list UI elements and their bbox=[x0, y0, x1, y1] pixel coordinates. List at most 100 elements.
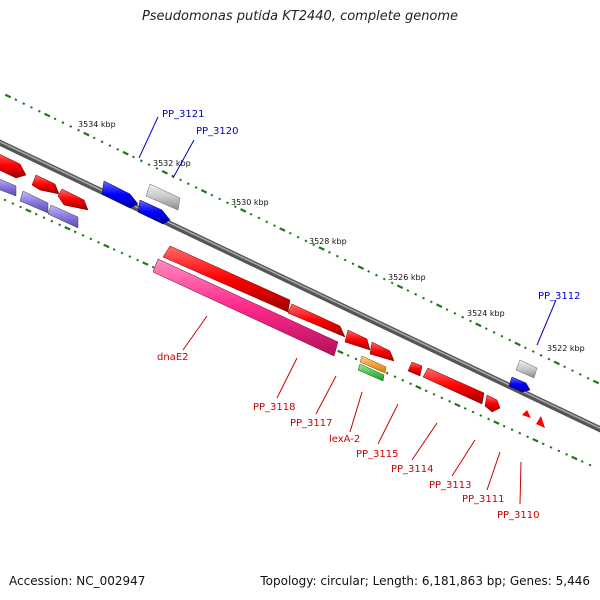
gene-feature[interactable] bbox=[137, 199, 171, 225]
gene-feature[interactable] bbox=[47, 204, 79, 229]
ruler-tick bbox=[375, 273, 378, 277]
ruler-tick bbox=[492, 331, 496, 334]
gene-label-pp3113: PP_3113 bbox=[429, 480, 472, 491]
ruler-tick bbox=[34, 212, 38, 216]
ruler-tick bbox=[549, 445, 553, 449]
ruler-tick bbox=[390, 281, 394, 285]
ruler-tick bbox=[493, 420, 500, 425]
ruler-tick bbox=[539, 353, 543, 357]
ruler-tick bbox=[453, 311, 457, 315]
ruler-label: 3532 kbp bbox=[153, 159, 191, 168]
gene-pp3114[interactable] bbox=[407, 361, 423, 377]
ruler-tick bbox=[541, 442, 545, 446]
ruler-tick bbox=[563, 365, 567, 369]
ruler-tick bbox=[11, 202, 15, 205]
ruler-tick bbox=[484, 327, 488, 330]
ruler-tick bbox=[510, 428, 514, 432]
gene-feature[interactable] bbox=[357, 355, 387, 382]
ruler-tick bbox=[514, 341, 521, 347]
ruler-tick bbox=[147, 163, 151, 167]
ruler-tick bbox=[22, 102, 26, 105]
gene-features[interactable] bbox=[0, 152, 545, 428]
gene-label-dnae2: dnaE2 bbox=[157, 352, 189, 363]
label-leaders bbox=[138, 116, 557, 505]
ruler-tick bbox=[393, 375, 397, 379]
gene-dnae2[interactable] bbox=[152, 258, 339, 357]
ruler-tick bbox=[500, 334, 504, 338]
ruler-tick bbox=[128, 255, 132, 258]
accession-text: Accession: NC_002947 bbox=[9, 574, 146, 588]
ruler-tick bbox=[108, 144, 112, 147]
ruler-tick bbox=[142, 261, 149, 266]
ruler-tick bbox=[471, 410, 475, 414]
gene-pp3121[interactable] bbox=[101, 180, 139, 209]
ruler-tick bbox=[14, 98, 18, 102]
gene-feature[interactable] bbox=[31, 174, 60, 195]
ruler-tick bbox=[3, 198, 7, 202]
ruler-tick bbox=[73, 230, 77, 234]
ruler-tick bbox=[233, 205, 237, 208]
ruler-tick bbox=[588, 463, 592, 467]
gene-lexa2[interactable] bbox=[344, 329, 371, 351]
gene-pp3120[interactable] bbox=[145, 183, 181, 211]
ruler-tick bbox=[122, 150, 129, 156]
ruler-tick bbox=[37, 109, 41, 113]
ruler-tick bbox=[357, 265, 364, 270]
ruler-label: 3530 kbp bbox=[231, 198, 269, 207]
gene-label-pp3121: PP_3121 bbox=[162, 109, 205, 120]
gene-pp3111[interactable] bbox=[484, 394, 501, 413]
ruler-tick bbox=[186, 182, 190, 186]
ruler-tick bbox=[479, 414, 483, 417]
gene-feature[interactable] bbox=[0, 152, 27, 179]
ruler-tick bbox=[432, 392, 436, 396]
ruler-tick bbox=[422, 296, 425, 300]
gene-pp3118[interactable] bbox=[162, 245, 291, 313]
ruler-tick bbox=[343, 258, 347, 262]
ruler-tick bbox=[200, 189, 208, 194]
ruler-tick bbox=[571, 455, 578, 461]
ruler-tick bbox=[171, 174, 175, 178]
ruler-tick bbox=[30, 106, 33, 109]
ruler-tick bbox=[406, 289, 410, 292]
ruler-tick bbox=[194, 186, 198, 189]
ruler-tick bbox=[240, 208, 247, 213]
ruler-tick bbox=[279, 227, 286, 232]
gene-feature[interactable] bbox=[0, 177, 17, 197]
ruler-tick bbox=[161, 170, 168, 175]
ruler-tick bbox=[120, 251, 124, 255]
ruler-tick bbox=[385, 371, 389, 375]
gene-feature[interactable] bbox=[19, 190, 49, 214]
ruler-tick bbox=[508, 338, 512, 342]
ruler-tick bbox=[112, 248, 116, 251]
gene-pp3113[interactable] bbox=[422, 367, 485, 405]
ruler-tick bbox=[265, 220, 269, 224]
gene-pp3117[interactable] bbox=[287, 303, 346, 338]
ruler-tick bbox=[445, 308, 449, 311]
gene-pp3115[interactable] bbox=[369, 341, 395, 362]
ruler-tick bbox=[502, 424, 506, 428]
ruler-tick bbox=[136, 258, 140, 262]
ruler-tick bbox=[463, 407, 467, 410]
ruler-tick bbox=[318, 246, 325, 251]
ruler-label: 3524 kbp bbox=[467, 309, 505, 318]
ruler-tick bbox=[401, 378, 405, 382]
gene-label-pp3120: PP_3120 bbox=[196, 126, 239, 137]
ruler-tick bbox=[132, 155, 135, 159]
ruler-label: 3526 kbp bbox=[388, 273, 426, 282]
ruler-tick bbox=[469, 319, 472, 323]
gene-feature[interactable] bbox=[57, 188, 89, 211]
genome-summary-text: Topology: circular; Length: 6,181,863 bp… bbox=[260, 574, 590, 588]
ruler-label: 3534 kbp bbox=[78, 120, 116, 129]
gene-label-pp3114: PP_3114 bbox=[391, 464, 434, 475]
gene-label-pp3110: PP_3110 bbox=[497, 510, 540, 521]
ruler-tick bbox=[396, 284, 404, 289]
ruler-tick bbox=[257, 216, 261, 220]
ruler-tick bbox=[440, 396, 444, 400]
ruler-tick bbox=[382, 277, 386, 281]
ruler-tick bbox=[53, 117, 57, 121]
gene-pp3112[interactable] bbox=[508, 359, 538, 393]
gene-label-pp3117: PP_3117 bbox=[290, 418, 333, 429]
gene-pp3110[interactable] bbox=[522, 410, 545, 428]
ruler-tick bbox=[553, 360, 560, 366]
